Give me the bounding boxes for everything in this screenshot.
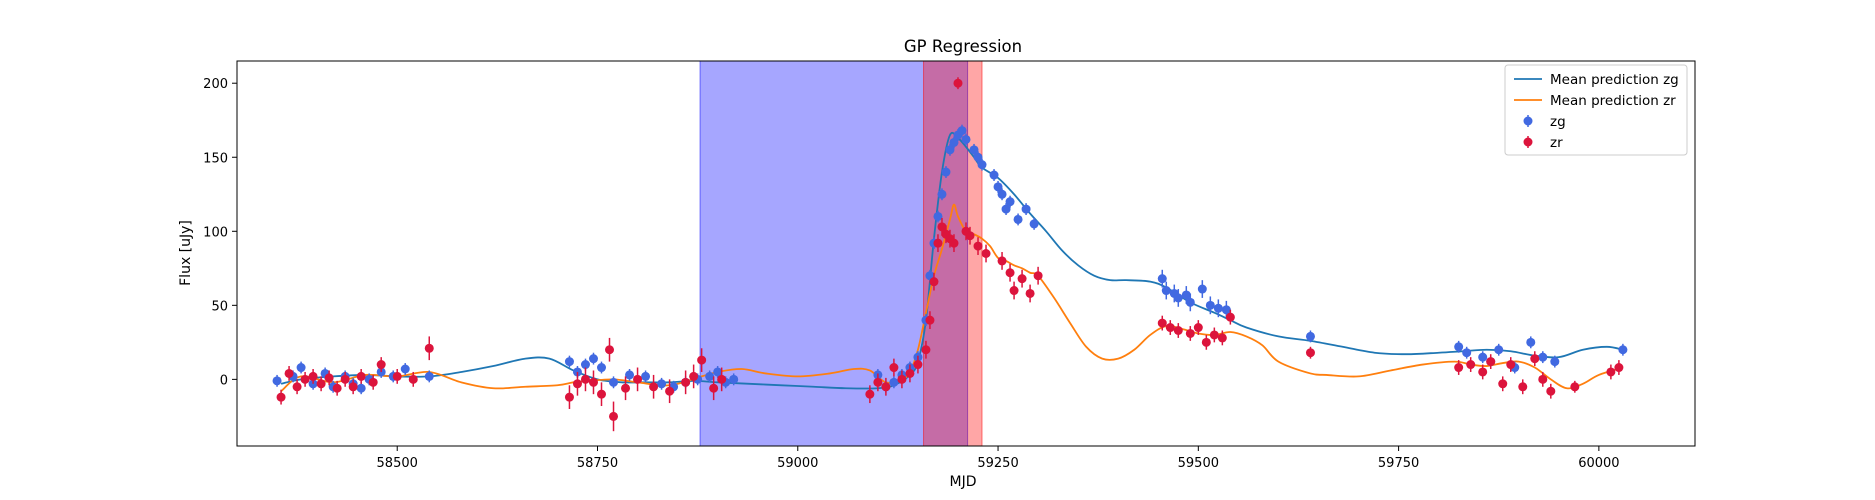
point-zg — [1162, 282, 1171, 300]
point-zr — [393, 369, 402, 384]
y-axis-ticks: 0 50 100 150 200 — [203, 77, 237, 388]
point-zr — [689, 365, 698, 389]
point-zr — [1210, 328, 1219, 343]
legend: Mean prediction zg Mean prediction zr zg zr — [1505, 65, 1687, 155]
point-zr — [1518, 379, 1527, 394]
point-zg — [609, 376, 618, 388]
point-zg — [297, 362, 306, 374]
x-tick-label: 59000 — [777, 456, 818, 471]
point-zg — [1494, 344, 1503, 356]
point-zr — [633, 368, 642, 392]
point-zr — [1606, 365, 1615, 380]
point-zr — [565, 385, 574, 409]
point-zr — [1546, 384, 1555, 399]
point-zr — [1174, 323, 1183, 338]
y-tick-label: 50 — [211, 299, 228, 314]
point-zg — [565, 356, 574, 368]
point-zr — [1538, 372, 1547, 387]
point-zr — [1026, 285, 1035, 303]
point-zr — [1166, 320, 1175, 335]
legend-label: Mean prediction zg — [1550, 72, 1679, 88]
x-tick-label: 59750 — [1378, 456, 1419, 471]
point-zr — [1570, 381, 1579, 393]
point-zg — [589, 353, 598, 365]
point-zg — [1198, 280, 1207, 298]
point-zr — [1498, 376, 1507, 391]
point-zr — [597, 382, 606, 406]
point-zr — [581, 368, 590, 392]
point-zr — [1614, 360, 1623, 375]
point-zr — [1306, 347, 1315, 359]
y-axis-label: Flux [uJy] — [178, 220, 194, 286]
point-zg — [1478, 351, 1487, 363]
x-tick-label: 59250 — [977, 456, 1018, 471]
point-zr — [301, 372, 310, 387]
y-tick-label: 150 — [203, 151, 228, 166]
point-zg — [1030, 218, 1039, 230]
x-tick-label: 59500 — [1178, 456, 1219, 471]
point-zg — [1526, 336, 1535, 348]
point-zg — [273, 375, 282, 387]
y-tick-label: 0 — [220, 373, 228, 388]
point-zr — [1186, 326, 1195, 341]
point-zr — [589, 370, 598, 394]
point-zr — [277, 390, 286, 405]
point-zr — [605, 338, 614, 362]
chart-title: GP Regression — [904, 37, 1022, 56]
point-zr — [1006, 264, 1015, 282]
point-zg — [1618, 344, 1627, 356]
point-zg — [657, 378, 666, 390]
x-tick-label: 58750 — [577, 456, 618, 471]
point-zr — [1018, 270, 1027, 288]
point-zg — [990, 169, 999, 181]
point-zr — [982, 245, 991, 263]
point-zr — [609, 402, 618, 432]
point-zg — [357, 382, 366, 394]
point-zg — [597, 362, 606, 374]
point-zg — [625, 369, 634, 381]
point-zg — [1462, 347, 1471, 359]
x-tick-label: 58500 — [377, 456, 418, 471]
legend-label: Mean prediction zr — [1550, 93, 1676, 109]
x-axis-ticks: 58500 58750 59000 59250 59500 59750 60000 — [377, 446, 1620, 471]
point-zr — [998, 252, 1007, 270]
point-zg — [1538, 351, 1547, 363]
y-tick-label: 100 — [203, 225, 228, 240]
point-zg — [401, 363, 410, 375]
legend-label: zr — [1550, 135, 1563, 151]
point-zr — [1202, 335, 1211, 350]
point-zr — [573, 372, 582, 396]
point-zr — [357, 369, 366, 384]
point-zr — [1034, 267, 1043, 285]
y-tick-label: 200 — [203, 77, 228, 92]
x-axis-label: MJD — [950, 474, 977, 490]
point-zr — [425, 336, 434, 360]
point-zg — [1014, 214, 1023, 226]
point-zr — [649, 375, 658, 399]
point-zr — [1466, 357, 1475, 372]
point-zg — [641, 370, 650, 382]
x-tick-label: 60000 — [1578, 456, 1619, 471]
point-zr — [1010, 282, 1019, 300]
point-zr — [1530, 351, 1539, 366]
point-zg — [1214, 299, 1223, 317]
legend-label: zg — [1550, 114, 1566, 130]
point-zr — [681, 370, 690, 394]
